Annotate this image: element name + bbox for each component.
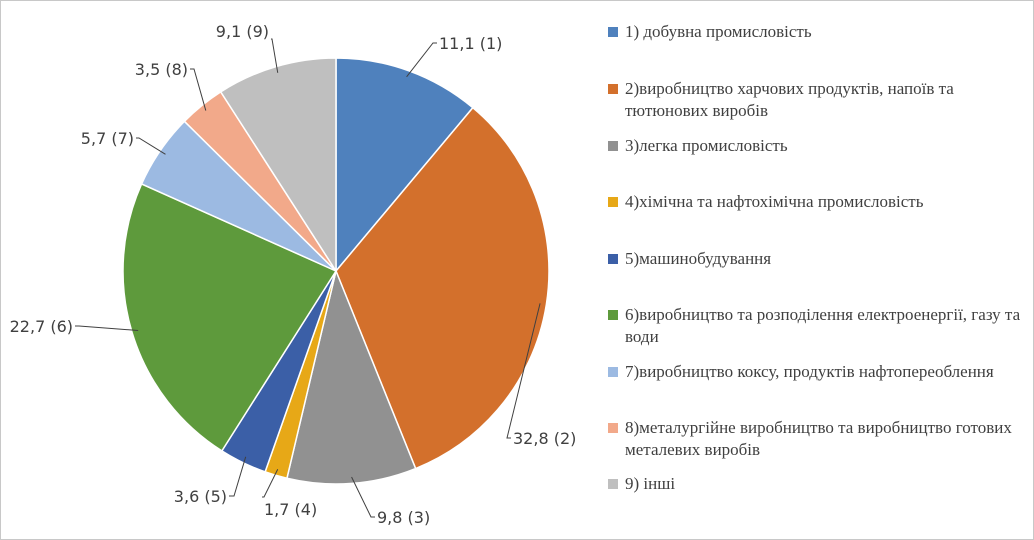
legend-key-5 xyxy=(608,254,618,264)
data-label-9: 9,1 (9) xyxy=(216,22,269,41)
leader-line-9 xyxy=(271,38,279,73)
data-label-7: 5,7 (7) xyxy=(81,129,134,148)
legend-label-7: 7)виробництво коксу, продуктів нафтопере… xyxy=(625,362,994,381)
legend-item-5: 5)машинобудування xyxy=(608,248,1033,270)
legend-item-1: 1) добувна промисловість xyxy=(608,21,1033,43)
legend-label-5: 5)машинобудування xyxy=(625,249,772,268)
legend-label-1: 1) добувна промисловість xyxy=(625,22,812,41)
data-label-1: 11,1 (1) xyxy=(439,34,502,53)
legend-key-9 xyxy=(608,479,618,489)
legend-item-3: 3)легка промисловість xyxy=(608,135,1033,157)
leader-line-6 xyxy=(75,325,139,332)
legend-key-2 xyxy=(608,84,618,94)
legend-item-2: 2)виробництво харчових продуктів, напоїв… xyxy=(608,78,1033,122)
leader-line-4 xyxy=(262,469,279,498)
data-label-4: 1,7 (4) xyxy=(264,500,317,519)
leader-line-2 xyxy=(506,303,541,439)
leader-line-3 xyxy=(351,476,375,518)
pie-slice-1 xyxy=(335,57,474,274)
data-label-5: 3,6 (5) xyxy=(174,487,227,506)
legend-label-2: 2)виробництво харчових продуктів, напоїв… xyxy=(625,79,954,120)
pie-slice-6 xyxy=(122,182,338,452)
leader-line-7 xyxy=(136,137,166,155)
legend-item-8: 8)металургійне виробництво та виробництв… xyxy=(608,417,1033,461)
legend-label-3: 3)легка промисловість xyxy=(625,136,788,155)
data-label-8: 3,5 (8) xyxy=(135,60,188,79)
leader-line-5 xyxy=(229,456,247,497)
legend-item-7: 7)виробництво коксу, продуктів нафтопере… xyxy=(608,361,1033,383)
leader-line-1 xyxy=(406,42,437,78)
legend-key-3 xyxy=(608,141,618,151)
pie-chart: 11,1 (1) 32,8 (2) 9,8 (3) 1,7 (4) 3,6 (5) 22,… xyxy=(10,22,577,527)
legend-label-8: 8)металургійне виробництво та виробництв… xyxy=(625,418,1012,459)
data-label-6: 22,7 (6) xyxy=(10,317,73,336)
pie-slice-3 xyxy=(286,268,417,485)
legend-item-4: 4)хімічна та нафтохімічна промисловість xyxy=(608,191,1033,213)
data-label-3: 9,8 (3) xyxy=(377,508,430,527)
pie-slice-2 xyxy=(335,106,550,470)
legend-item-6: 6)виробництво та розподілення електроене… xyxy=(608,304,1033,348)
legend-key-1 xyxy=(608,27,618,37)
pie-slice-9 xyxy=(219,57,337,274)
leader-line-8 xyxy=(190,68,207,111)
legend-key-4 xyxy=(608,197,618,207)
data-label-2: 32,8 (2) xyxy=(513,429,576,448)
legend-key-6 xyxy=(608,310,618,320)
legend-item-9: 9) інші xyxy=(608,473,1033,495)
legend-key-7 xyxy=(608,367,618,377)
legend-label-6: 6)виробництво та розподілення електроене… xyxy=(625,305,1021,346)
legend-label-9: 9) інші xyxy=(625,474,676,493)
legend-key-8 xyxy=(608,423,618,433)
legend-label-4: 4)хімічна та нафтохімічна промисловість xyxy=(625,192,924,211)
